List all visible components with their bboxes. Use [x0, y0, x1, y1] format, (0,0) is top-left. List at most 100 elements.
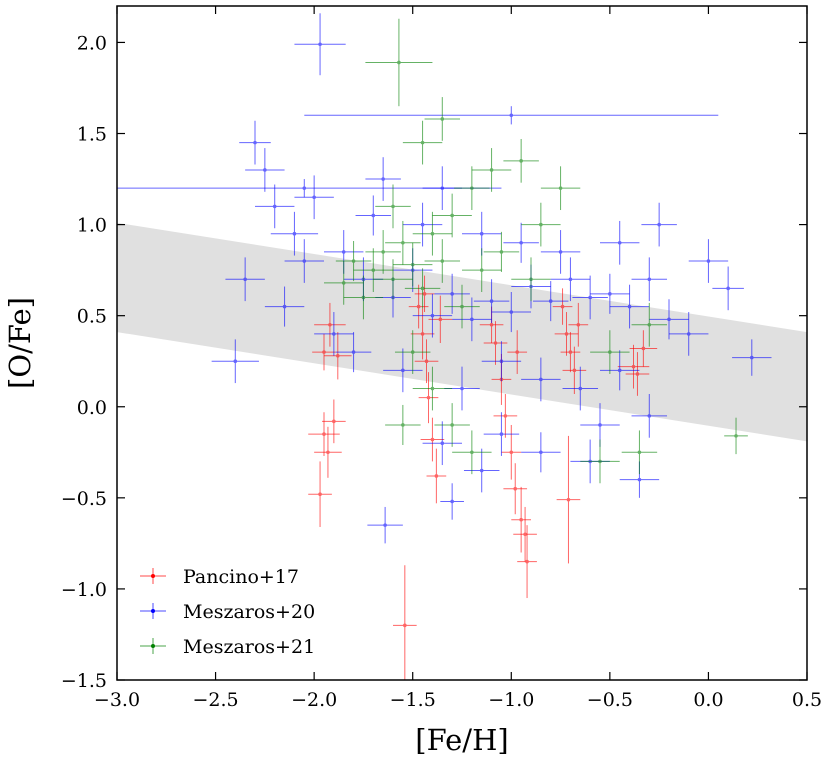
point-marker	[509, 113, 514, 118]
data-point	[412, 366, 453, 411]
data-point	[491, 291, 531, 333]
point-marker	[450, 292, 454, 296]
x-tick-label: 0.5	[792, 689, 822, 711]
point-marker	[560, 304, 565, 309]
point-marker	[401, 423, 405, 427]
point-marker	[430, 313, 435, 318]
data-point	[481, 341, 522, 382]
point-marker	[383, 523, 387, 527]
data-point	[314, 426, 342, 478]
point-marker	[381, 250, 385, 254]
data-point	[590, 273, 630, 314]
data-point	[503, 463, 528, 515]
data-point	[732, 339, 772, 376]
data-point	[424, 239, 461, 283]
data-point	[402, 202, 443, 247]
point-marker	[272, 204, 277, 209]
point-marker	[438, 317, 443, 322]
data-point	[239, 120, 271, 165]
data-point	[434, 403, 470, 447]
point-marker	[243, 277, 247, 282]
data-point	[434, 273, 470, 314]
data-point	[521, 202, 561, 247]
data-point	[314, 312, 354, 356]
point-marker	[332, 419, 336, 424]
data-point	[426, 448, 447, 504]
data-point	[540, 230, 581, 274]
data-point	[562, 366, 599, 411]
point-marker	[578, 386, 583, 391]
legend-swatch-dot	[151, 644, 155, 648]
point-marker	[519, 159, 523, 163]
data-point	[600, 220, 640, 265]
point-marker	[381, 177, 385, 181]
point-marker	[302, 186, 307, 190]
point-marker	[426, 395, 431, 400]
data-point	[554, 312, 579, 356]
data-point	[629, 330, 658, 367]
point-marker	[351, 259, 356, 263]
data-point	[562, 346, 587, 395]
data-point	[580, 439, 620, 484]
data-point	[211, 339, 259, 384]
point-marker	[637, 477, 642, 482]
point-marker	[598, 459, 602, 464]
data-point	[724, 417, 748, 455]
point-marker	[493, 341, 498, 345]
data-point	[625, 352, 650, 396]
point-marker	[519, 517, 523, 522]
point-marker	[434, 474, 439, 478]
series-pancino-17	[308, 275, 658, 680]
point-marker	[499, 250, 504, 254]
point-marker	[341, 281, 346, 285]
data-point	[284, 239, 324, 283]
y-tick-label: 1.0	[77, 215, 107, 237]
data-point	[444, 284, 480, 329]
data-point	[365, 18, 433, 107]
point-marker	[637, 450, 642, 455]
data-point	[503, 138, 539, 183]
data-point	[631, 302, 668, 347]
point-marker	[529, 277, 533, 282]
data-point	[688, 239, 729, 283]
data-point	[385, 404, 421, 446]
data-point	[324, 332, 352, 380]
point-marker	[635, 372, 640, 376]
data-point	[294, 13, 346, 76]
point-marker	[608, 292, 612, 296]
data-point	[513, 506, 537, 562]
data-point	[649, 299, 689, 340]
plot-frame	[116, 5, 808, 681]
point-marker	[479, 468, 484, 473]
point-marker	[460, 386, 464, 391]
data-point	[517, 525, 537, 599]
point-marker	[292, 231, 297, 236]
x-tick-label: 0.0	[693, 689, 723, 711]
point-marker	[489, 299, 494, 303]
data-point	[462, 248, 502, 292]
data-point	[556, 435, 581, 564]
point-marker	[576, 322, 581, 327]
data-point	[418, 372, 439, 424]
y-tick-label: 1.5	[77, 124, 107, 146]
data-point	[511, 257, 551, 302]
data-point	[483, 412, 520, 456]
point-marker	[509, 450, 514, 455]
data-point	[454, 166, 490, 211]
point-marker	[233, 359, 238, 364]
point-marker	[332, 332, 336, 336]
y-tick-label: 2.0	[77, 32, 107, 54]
point-marker	[361, 295, 366, 300]
data-point	[393, 242, 433, 287]
data-point	[264, 286, 305, 327]
legend-item: Meszaros+21	[140, 636, 315, 658]
data-point	[572, 275, 608, 320]
data-point	[483, 321, 508, 365]
point-marker	[647, 322, 652, 327]
point-marker	[424, 359, 429, 364]
point-marker	[548, 299, 553, 303]
series-meszaros-21	[324, 18, 748, 484]
data-point	[503, 222, 539, 263]
data-point	[322, 399, 346, 444]
